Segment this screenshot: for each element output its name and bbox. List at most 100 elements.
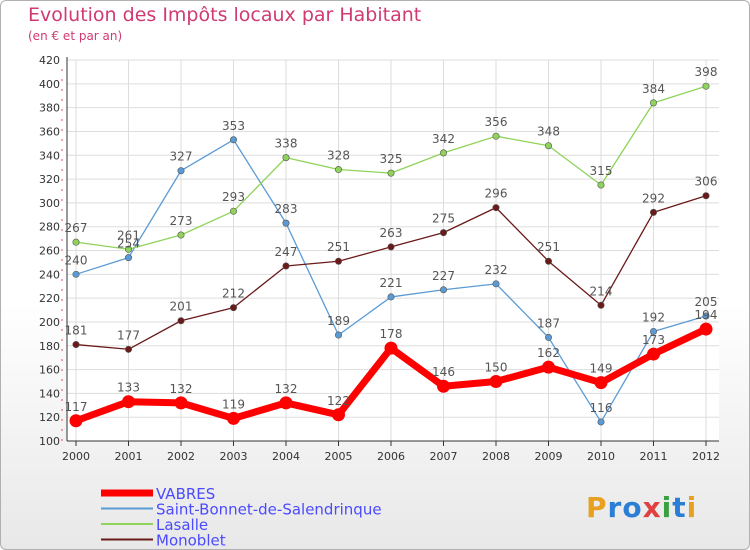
data-label: 205 — [695, 295, 718, 309]
data-label: 122 — [327, 394, 350, 408]
y-tick-label: 100 — [39, 435, 60, 448]
x-tick-label: 2000 — [62, 450, 90, 463]
data-point — [492, 132, 500, 140]
y-tick-label: 260 — [39, 245, 60, 258]
x-tick-label: 2005 — [325, 450, 353, 463]
y-tick-label: 300 — [39, 197, 60, 210]
data-label: 192 — [642, 310, 665, 324]
y-tick-label: 160 — [39, 364, 60, 377]
data-label: 240 — [65, 253, 88, 267]
data-label: 173 — [642, 333, 665, 347]
data-point — [544, 142, 552, 150]
data-point — [492, 204, 500, 212]
x-tick-label: 2001 — [115, 450, 143, 463]
data-label: 251 — [327, 240, 350, 254]
logo-letter: x — [642, 491, 662, 524]
data-point — [230, 136, 238, 144]
logo-letter: i — [661, 491, 673, 524]
data-point — [699, 322, 713, 336]
data-label: 181 — [65, 324, 88, 338]
legend-label: Saint-Bonnet-de-Salendrinque — [156, 501, 382, 519]
legend-label: VABRES — [156, 485, 215, 503]
x-tick-label: 2010 — [587, 450, 615, 463]
data-point — [649, 99, 657, 107]
data-label: 189 — [327, 314, 350, 328]
logo-letter: t — [672, 491, 687, 524]
legend-label: Lasalle — [156, 516, 208, 534]
x-tick-label: 2008 — [482, 450, 510, 463]
data-point — [72, 341, 80, 349]
x-tick-label: 2012 — [692, 450, 720, 463]
data-point — [544, 333, 552, 341]
data-point — [227, 411, 240, 425]
x-tick-label: 2006 — [377, 450, 405, 463]
logo-letter: i — [686, 491, 698, 524]
data-label: 342 — [432, 132, 455, 146]
y-tick-label: 240 — [39, 268, 60, 281]
data-label: 398 — [695, 65, 718, 79]
proxiti-logo: Proxiti — [586, 491, 697, 524]
x-tick-label: 2002 — [167, 450, 195, 463]
data-label: 306 — [695, 175, 718, 189]
data-label: 325 — [380, 152, 403, 166]
data-label: 356 — [485, 115, 508, 129]
data-point — [282, 154, 290, 162]
data-point — [702, 192, 710, 200]
data-point — [282, 219, 290, 227]
data-label: 132 — [275, 382, 298, 396]
data-point — [597, 418, 605, 426]
x-tick-label: 2004 — [272, 450, 300, 463]
data-label: 177 — [117, 328, 140, 342]
y-tick-label: 400 — [39, 78, 60, 91]
data-label: 384 — [642, 82, 665, 96]
data-point — [439, 229, 447, 237]
data-point — [177, 167, 185, 175]
data-label: 133 — [117, 381, 140, 395]
data-point — [542, 360, 555, 374]
data-label: 194 — [695, 308, 718, 322]
data-label: 254 — [117, 237, 140, 251]
data-point — [437, 379, 450, 393]
data-label: 296 — [485, 187, 508, 201]
data-label: 247 — [275, 245, 298, 259]
data-point — [174, 396, 188, 410]
y-tick-label: 320 — [39, 173, 60, 186]
data-label: 116 — [590, 401, 613, 415]
data-label: 263 — [380, 226, 403, 240]
data-point — [230, 207, 238, 215]
data-point — [439, 149, 447, 157]
data-point — [649, 327, 657, 335]
data-label: 132 — [170, 382, 193, 396]
data-label: 146 — [432, 365, 455, 379]
data-point — [125, 245, 133, 253]
data-point — [597, 181, 605, 189]
y-tick-label: 340 — [39, 149, 60, 162]
data-label: 117 — [65, 400, 88, 414]
data-label: 353 — [222, 119, 245, 133]
x-tick-label: 2009 — [535, 450, 563, 463]
data-point — [647, 347, 660, 361]
data-label: 292 — [642, 191, 665, 205]
data-point — [332, 408, 345, 422]
data-label: 227 — [432, 269, 455, 283]
data-point — [125, 254, 133, 262]
x-tick-label: 2003 — [220, 450, 248, 463]
x-tick-label: 2007 — [430, 450, 458, 463]
data-point — [334, 331, 342, 339]
data-point — [597, 301, 605, 309]
data-point — [125, 345, 133, 353]
data-label: 221 — [380, 276, 403, 290]
data-point — [282, 262, 290, 270]
data-point — [230, 304, 238, 312]
data-point — [334, 257, 342, 265]
y-tick-label: 140 — [39, 387, 60, 400]
legend-label: Monoblet — [156, 532, 226, 550]
data-point — [69, 414, 83, 428]
logo-letter: o — [622, 491, 643, 524]
data-point — [489, 374, 503, 388]
data-label: 327 — [170, 150, 193, 164]
data-label: 328 — [327, 149, 350, 163]
data-label: 187 — [537, 316, 560, 330]
data-point — [702, 82, 710, 90]
